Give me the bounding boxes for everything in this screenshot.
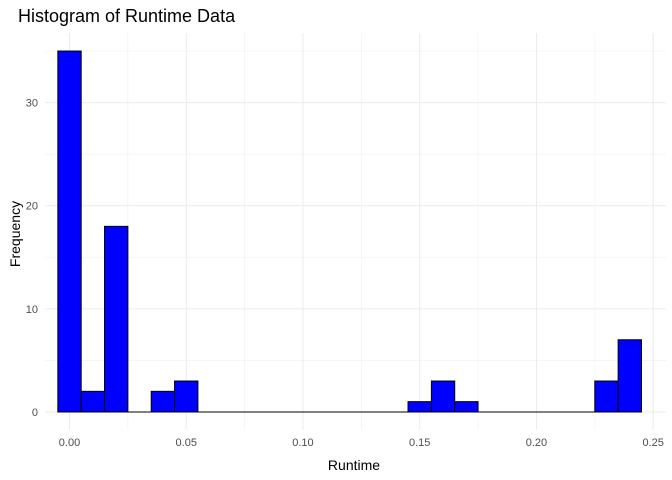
x-tick-label: 0.25 [642,437,663,449]
y-axis-title: Frequency [7,201,23,267]
histogram-bar [430,380,456,413]
y-tick-label: 0 [32,407,38,419]
histogram-bar [407,401,432,413]
x-tick-label: 0.20 [526,437,547,449]
chart-title: Histogram of Runtime Data [18,6,236,26]
histogram-bar [454,401,479,413]
histogram-bars [57,50,642,413]
minor-gridlines [45,33,666,430]
y-tick-label: 20 [26,201,38,213]
histogram-bar [80,390,106,413]
histogram-bar [174,380,199,413]
y-tick-label: 30 [26,98,38,110]
x-tick-label: 0.10 [292,437,313,449]
x-axis-title: Runtime [328,457,380,473]
x-tick-label: 0.05 [176,437,197,449]
x-tick-label: 0.00 [59,437,80,449]
histogram-bar [594,380,619,413]
histogram-bar [57,50,82,413]
histogram-bar [150,390,176,413]
y-axis-ticks: 0 10 20 30 [26,98,38,419]
histogram-bar [617,339,642,413]
histogram-bar [104,225,129,413]
y-tick-label: 10 [26,304,38,316]
major-gridlines [45,33,666,430]
x-tick-label: 0.15 [409,437,430,449]
x-axis-ticks: 0.00 0.05 0.10 0.15 0.20 0.25 [59,437,664,449]
